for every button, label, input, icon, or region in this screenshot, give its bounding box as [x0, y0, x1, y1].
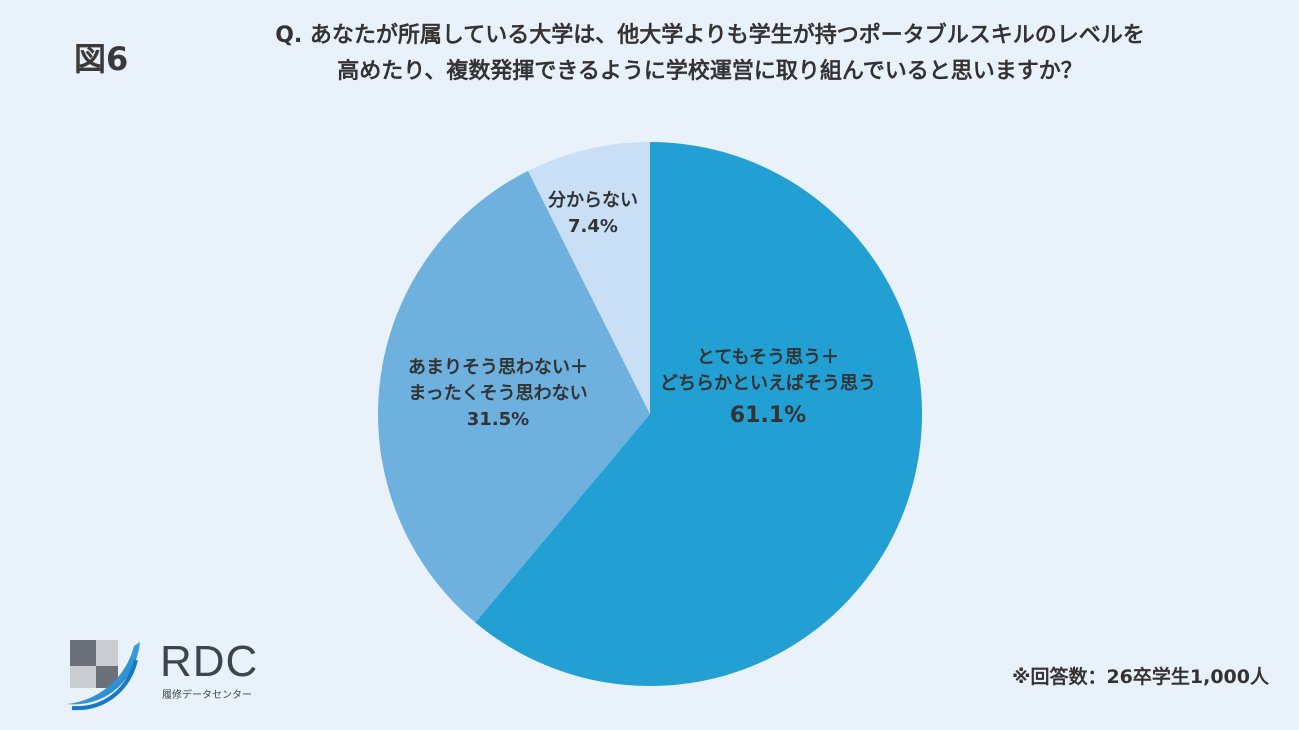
- rdc-logo-text: RDC: [160, 637, 259, 686]
- slice-3-label-line-1: 分からない: [548, 190, 638, 211]
- question-line-2: 高めたり、複数発揮できるように学校運営に取り組んでいると思いますか？: [337, 59, 1083, 84]
- slice-3-percent-label: 7.4%: [568, 216, 618, 237]
- slice-1-label-line-2: どちらかといえばそう思う: [660, 373, 876, 394]
- slice-1-label-line-1: とてもそう思う＋: [697, 347, 839, 368]
- rdc-logo: RDC 履修データセンター: [62, 632, 282, 712]
- question-line-1: Q. あなたが所属している大学は、他大学よりも学生が持つポータブルスキルのレベル…: [275, 23, 1145, 48]
- slice-1-percent-label: 61.1%: [730, 403, 806, 428]
- rdc-logo-icon: [66, 640, 140, 711]
- slice-2-percent-label: 31.5%: [467, 409, 529, 430]
- slice-2-label-line-1: あまりそう思わない＋: [408, 357, 588, 378]
- pie-labels: とてもそう思う＋ どちらかといえばそう思う 61.1% あまりそう思わない＋ まったくそ…: [408, 190, 876, 430]
- figure-label: 図6: [74, 40, 129, 78]
- pie-slice-2: [378, 170, 650, 623]
- pie-slice-1: [475, 142, 922, 686]
- response-count-note: ※回答数：26卒学生1,000人: [1011, 666, 1269, 688]
- pie-slices: [378, 142, 922, 686]
- pie-slice-3: [528, 142, 650, 414]
- slice-2-label-line-2: まったくそう思わない: [408, 383, 587, 404]
- question-title: Q. あなたが所属している大学は、他大学よりも学生が持つポータブルスキルのレベル…: [180, 18, 1240, 90]
- rdc-logo-subtitle: 履修データセンター: [162, 690, 252, 701]
